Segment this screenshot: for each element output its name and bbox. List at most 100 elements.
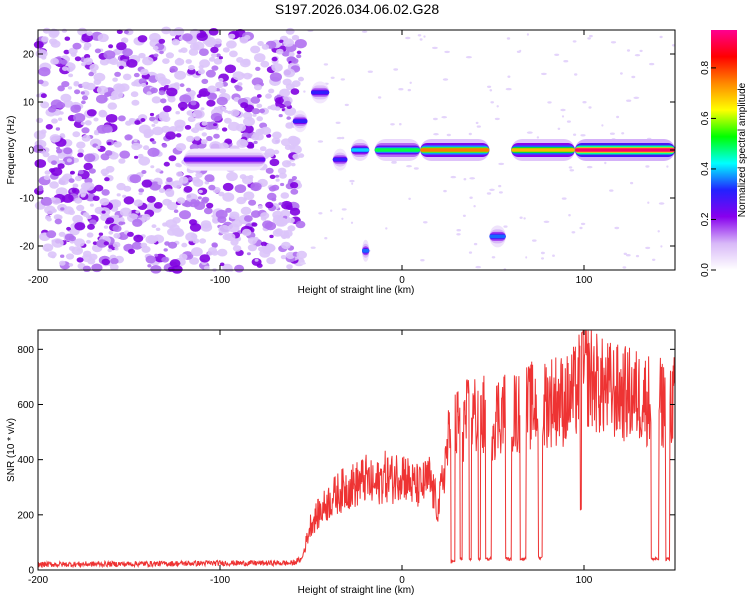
noise-speck: [367, 70, 373, 73]
noise-blob: [214, 38, 222, 45]
noise-blob: [269, 234, 274, 239]
noise-blob: [280, 255, 287, 260]
noise-blob: [158, 38, 166, 44]
noise-blob: [84, 153, 96, 163]
colorbar-tick-label: 0.0: [700, 263, 711, 277]
noise-blob: [112, 225, 122, 232]
noise-blob: [185, 59, 192, 64]
noise-blob: [74, 238, 85, 247]
noise-blob: [261, 245, 266, 249]
noise-speck: [442, 78, 449, 81]
noise-blob: [279, 88, 291, 98]
noise-blob: [289, 136, 301, 146]
noise-speck: [377, 96, 382, 99]
noise-blob: [190, 199, 198, 205]
spectrogram-features-layer: [183, 81, 675, 262]
noise-blob: [158, 90, 165, 96]
noise-blob: [203, 207, 213, 215]
noise-blob: [92, 241, 98, 245]
noise-speck: [541, 72, 547, 76]
noise-blob: [114, 71, 121, 77]
noise-blob: [198, 88, 211, 97]
noise-speck: [543, 220, 550, 223]
noise-speck: [498, 162, 505, 166]
noise-blob: [51, 160, 57, 165]
noise-blob: [192, 109, 205, 119]
noise-speck: [409, 81, 412, 85]
noise-blob: [267, 105, 273, 110]
noise-blob: [253, 53, 266, 63]
noise-blob: [221, 106, 227, 111]
noise-blob: [37, 79, 44, 85]
noise-speck: [526, 33, 530, 36]
noise-speck: [473, 205, 476, 208]
noise-blob: [284, 100, 292, 107]
noise-blob: [278, 172, 287, 179]
noise-blob: [118, 115, 126, 122]
noise-blob: [64, 36, 71, 41]
noise-blob: [72, 131, 81, 138]
spectral-feature: [511, 148, 575, 152]
noise-blob: [33, 41, 44, 49]
noise-blob: [198, 48, 209, 56]
noise-blob: [183, 186, 193, 193]
noise-speck: [587, 37, 591, 40]
noise-blob: [40, 196, 53, 206]
noise-blob: [138, 52, 146, 59]
noise-blob: [211, 53, 217, 58]
noise-blob: [174, 119, 186, 129]
noise-speck: [658, 202, 665, 205]
noise-speck: [560, 108, 566, 112]
noise-blob: [74, 197, 83, 204]
noise-blob: [145, 255, 156, 264]
noise-blob: [59, 260, 66, 266]
noise-blob: [101, 189, 110, 196]
x-tick-label: -200: [28, 275, 48, 286]
noise-blob: [44, 170, 51, 175]
noise-blob: [133, 234, 144, 243]
noise-blob: [266, 257, 276, 265]
noise-blob: [276, 48, 284, 55]
noise-blob: [200, 107, 205, 111]
noise-blob: [93, 117, 99, 122]
noise-speck: [432, 46, 438, 50]
noise-speck: [390, 123, 395, 126]
noise-speck: [494, 117, 500, 121]
noise-blob: [283, 38, 295, 47]
noise-blob: [253, 140, 258, 144]
noise-blob: [176, 171, 183, 177]
noise-blob: [86, 232, 94, 238]
noise-blob: [154, 253, 159, 257]
noise-speck: [406, 165, 412, 168]
noise-blob: [80, 193, 86, 198]
x-tick-label: 0: [399, 575, 405, 586]
noise-blob: [114, 247, 119, 251]
noise-blob: [61, 28, 68, 33]
noise-blob: [68, 178, 75, 183]
noise-blob: [172, 227, 184, 237]
noise-blob: [167, 241, 178, 249]
noise-blob: [84, 120, 92, 126]
noise-blob: [65, 253, 75, 260]
noise-blob: [259, 146, 267, 152]
noise-blob: [169, 126, 178, 133]
noise-blob: [230, 109, 240, 117]
noise-blob: [296, 54, 302, 59]
noise-speck: [413, 167, 419, 170]
noise-speck: [393, 68, 399, 71]
noise-blob: [291, 34, 300, 41]
noise-blob: [291, 176, 297, 180]
noise-speck: [579, 226, 583, 230]
noise-blob: [47, 251, 57, 258]
noise-blob: [169, 65, 178, 73]
noise-blob: [68, 263, 74, 267]
noise-speck: [407, 88, 411, 92]
noise-blob: [296, 50, 302, 55]
noise-blob: [211, 243, 218, 248]
noise-blob: [247, 143, 255, 149]
noise-blob: [131, 99, 140, 106]
noise-blob: [257, 41, 264, 46]
noise-blob: [104, 92, 111, 98]
noise-blob: [141, 179, 153, 188]
